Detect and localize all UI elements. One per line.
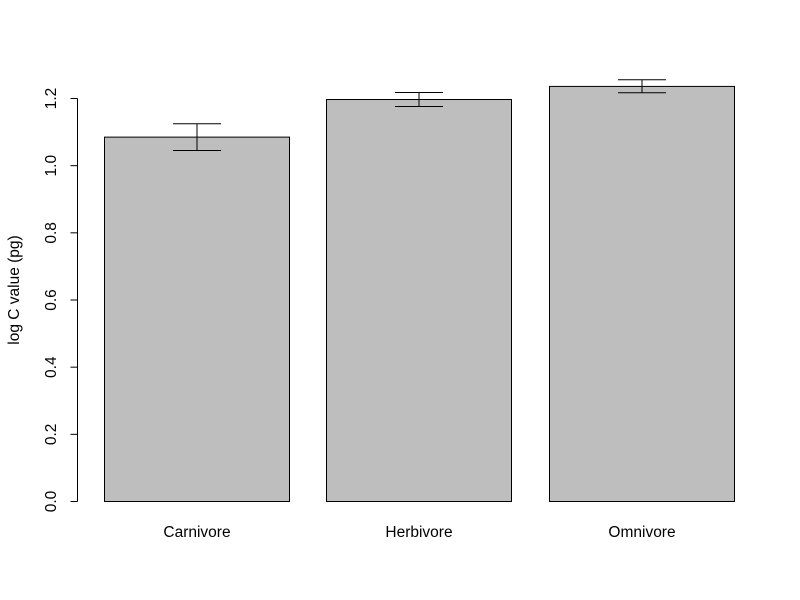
x-axis-labels: Carnivore Herbivore Omnivore	[163, 524, 675, 541]
y-tick-label: 0.2	[43, 424, 60, 446]
y-tick-label: 0.6	[43, 289, 60, 311]
x-tick-label-omnivore: Omnivore	[608, 524, 675, 541]
y-tick-label: 0.4	[43, 356, 60, 378]
error-bar-carnivore	[173, 123, 221, 152]
bar-carnivore	[104, 136, 290, 503]
y-tick-label: 0.8	[43, 222, 60, 244]
y-tick-label: 1.2	[43, 88, 60, 110]
y-tick-label: 0.0	[43, 490, 60, 512]
x-tick-label-carnivore: Carnivore	[163, 524, 230, 541]
y-tick-label: 1.0	[43, 155, 60, 177]
error-bar-omnivore	[618, 79, 666, 94]
bars-layer	[104, 85, 735, 503]
error-bars-layer	[173, 79, 666, 152]
x-tick-label-herbivore: Herbivore	[385, 524, 452, 541]
y-axis-label: log C value (pg)	[6, 235, 23, 344]
y-axis: 0.0 0.2 0.4 0.6 0.8 1.0 1.2	[43, 88, 78, 512]
bar-herbivore	[326, 99, 512, 502]
bar-omnivore	[549, 85, 735, 502]
error-bar-herbivore	[395, 91, 443, 108]
